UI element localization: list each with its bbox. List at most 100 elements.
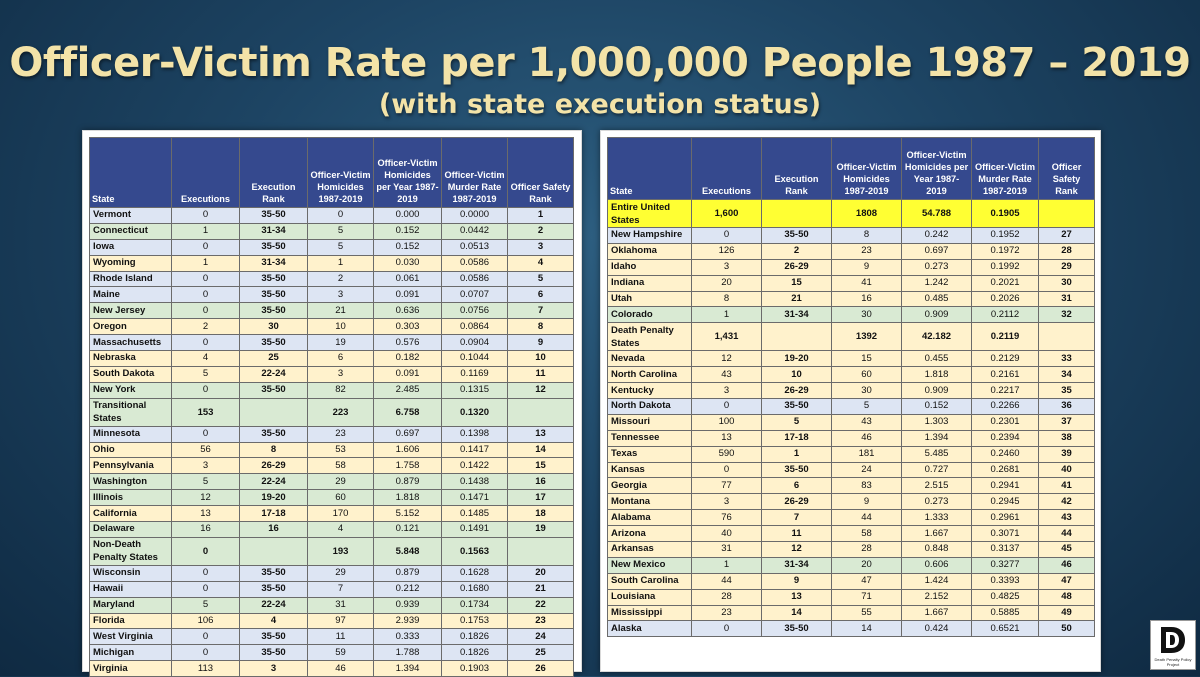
cell-executions: 126 [691,242,762,260]
cell-per-year: 0.030 [373,254,442,272]
cell-execution-rank: 35-50 [761,398,832,415]
cell-state: Virginia [89,660,172,677]
cell-murder-rate: 0.0513 [441,238,508,256]
table-row: Non-Death Penalty States 0 193 5.848 0.1563 [89,536,574,566]
cell-per-year: 54.788 [901,199,972,228]
cell-executions: 40 [691,525,762,543]
cell-murder-rate: 0.2266 [971,398,1039,415]
table-row: Tennessee 13 17-18 46 1.394 0.2394 38 [607,429,1095,447]
table-row: Entire United States 1,600 1808 54.788 0.190… [607,199,1095,228]
cell-per-year: 1.424 [901,572,972,590]
table-row: Idaho 3 26-29 9 0.273 0.1992 29 [607,258,1095,276]
table-row: New Jersey 0 35-50 21 0.636 0.0756 7 [89,302,574,320]
cell-per-year: 0.697 [901,242,972,260]
cell-homicides: 71 [831,588,902,606]
cell-state: West Virginia [89,628,172,646]
table-row: Maryland 5 22-24 31 0.939 0.1734 22 [89,596,574,614]
cell-safety-rank: 19 [507,521,574,538]
cell-state: Entire United States [607,199,692,228]
cell-executions: 153 [171,397,240,427]
cell-safety-rank: 36 [1038,398,1095,415]
cell-execution-rank: 26-29 [761,493,832,511]
cell-per-year: 5.152 [373,505,442,523]
cell-per-year: 6.758 [373,397,442,427]
dppp-logo-text: Death Penalty Policy Project [1154,657,1192,667]
left-table-panel: State Executions Execution Rank Officer-… [82,130,582,677]
cell-execution-rank: 31-34 [239,254,308,272]
cell-execution-rank: 8 [239,441,308,459]
table-row: Missouri 100 5 43 1.303 0.2301 37 [607,413,1095,431]
cell-execution-rank: 22-24 [239,473,308,491]
cell-per-year: 1.667 [901,525,972,543]
cell-homicides: 58 [831,525,902,543]
cell-execution-rank: 35-50 [239,644,308,662]
table-row: South Carolina 44 9 47 1.424 0.3393 47 [607,572,1095,590]
cell-safety-rank: 10 [507,350,574,367]
cell-state: Transitional States [89,397,172,427]
header-state: State [89,137,172,208]
cell-per-year: 0.697 [373,425,442,443]
cell-homicides: 9 [831,258,902,276]
header-homicides: Officer-Victim Homicides 1987-2019 [307,137,374,208]
table-row: Death Penalty States 1,431 1392 42.182 0.211… [607,322,1095,352]
cell-safety-rank [507,536,574,566]
cell-homicides: 59 [307,644,374,662]
cell-safety-rank: 21 [507,580,574,598]
table-row: Kentucky 3 26-29 30 0.909 0.2217 35 [607,382,1095,400]
cell-safety-rank: 5 [507,270,574,288]
table-row: West Virginia 0 35-50 11 0.333 0.1826 24 [89,628,574,646]
cell-executions: 100 [691,413,762,431]
cell-state: Maine [89,286,172,304]
cell-murder-rate: 0.1992 [971,258,1039,276]
table-row: New Hampshire 0 35-50 8 0.242 0.1952 27 [607,227,1095,244]
cell-execution-rank: 4 [239,612,308,630]
cell-per-year: 0.636 [373,302,442,320]
cell-state: Colorado [607,306,692,324]
left-table-body: Vermont 0 35-50 0 0.000 0.0000 1 Connecticut 1 31… [89,207,574,677]
cell-per-year: 0.273 [901,258,972,276]
table-row: Wyoming 1 31-34 1 0.030 0.0586 4 [89,254,574,272]
cell-state: Arkansas [607,541,692,558]
cell-homicides: 19 [307,334,374,352]
cell-execution-rank: 31-34 [239,222,308,240]
table-row: South Dakota 5 22-24 3 0.091 0.1169 11 [89,365,574,383]
cell-per-year: 2.485 [373,381,442,399]
cell-safety-rank [1038,199,1095,228]
cell-homicides: 3 [307,286,374,304]
cell-murder-rate: 0.2301 [971,413,1039,431]
cell-murder-rate: 0.1905 [971,199,1039,228]
cell-murder-rate: 0.0000 [441,207,508,224]
cell-state: Oregon [89,318,172,336]
cell-murder-rate: 0.1169 [441,365,508,383]
cell-execution-rank: 21 [761,290,832,308]
cell-executions: 0 [171,238,240,256]
cell-homicides: 193 [307,536,374,566]
cell-murder-rate: 0.0707 [441,286,508,304]
cell-execution-rank: 19-20 [761,350,832,368]
dppp-logo-icon [1161,627,1185,653]
cell-murder-rate: 0.1398 [441,425,508,443]
cell-executions: 1 [691,306,762,324]
cell-homicides: 30 [831,306,902,324]
cell-murder-rate: 0.1563 [441,536,508,566]
cell-safety-rank: 29 [1038,258,1095,276]
cell-homicides: 46 [307,660,374,677]
cell-homicides: 16 [831,290,902,308]
cell-executions: 3 [691,258,762,276]
cell-homicides: 23 [831,242,902,260]
cell-safety-rank [1038,322,1095,352]
cell-executions: 8 [691,290,762,308]
cell-state: Maryland [89,596,172,614]
table-row: Oklahoma 126 2 23 0.697 0.1972 28 [607,242,1095,260]
table-row: Kansas 0 35-50 24 0.727 0.2681 40 [607,461,1095,479]
cell-executions: 0 [171,628,240,646]
cell-per-year: 0.091 [373,365,442,383]
cell-execution-rank: 35-50 [239,270,308,288]
cell-safety-rank: 41 [1038,477,1095,495]
cell-safety-rank: 6 [507,286,574,304]
cell-state: Connecticut [89,222,172,240]
cell-executions: 1,431 [691,322,762,352]
cell-execution-rank: 35-50 [239,628,308,646]
table-row: Rhode Island 0 35-50 2 0.061 0.0586 5 [89,270,574,288]
cell-homicides: 83 [831,477,902,495]
